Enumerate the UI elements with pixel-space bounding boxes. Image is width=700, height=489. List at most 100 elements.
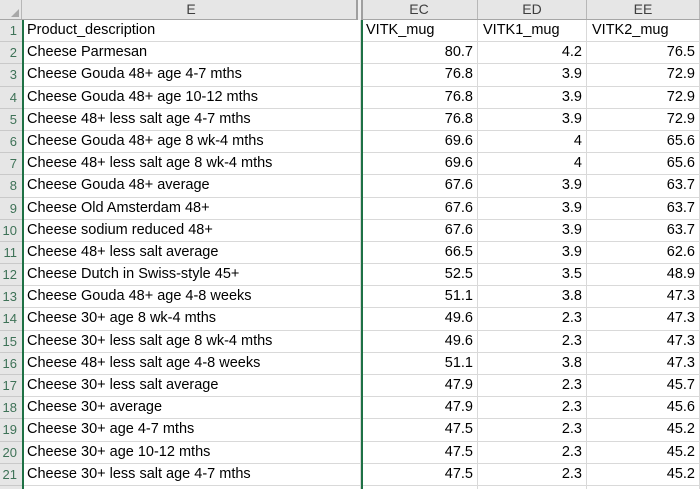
- cell-EE4[interactable]: 72.9: [587, 86, 700, 109]
- cell-E16[interactable]: Cheese 48+ less salt age 4-8 weeks: [22, 352, 361, 375]
- cell-ED14[interactable]: 2.3: [478, 308, 587, 331]
- cell-E8[interactable]: Cheese Gouda 48+ average: [22, 175, 361, 198]
- row-header-1[interactable]: 1: [0, 20, 22, 43]
- cell-ED4[interactable]: 3.9: [478, 86, 587, 109]
- cell-EC6[interactable]: 69.6: [361, 130, 478, 154]
- cell-E21[interactable]: Cheese 30+ less salt age 4-7 mths: [22, 463, 361, 486]
- cell-EE7[interactable]: 65.6: [587, 153, 700, 176]
- cell-ECpartial[interactable]: [361, 485, 478, 489]
- row-header-18[interactable]: 18: [0, 397, 22, 420]
- row-header-4[interactable]: 4: [0, 86, 22, 109]
- select-all-corner[interactable]: [0, 0, 22, 19]
- cell-EE9[interactable]: 63.7: [587, 197, 700, 220]
- row-header-17[interactable]: 17: [0, 375, 22, 398]
- row-header-11[interactable]: 11: [0, 241, 22, 265]
- cell-EC19[interactable]: 47.5: [361, 419, 478, 442]
- cell-EC20[interactable]: 47.5: [361, 441, 478, 464]
- cell-EC17[interactable]: 47.9: [361, 375, 478, 398]
- cell-E1[interactable]: Product_description: [22, 20, 361, 43]
- cell-EE6[interactable]: 65.6: [587, 130, 700, 154]
- cell-E11[interactable]: Cheese 48+ less salt average: [22, 241, 361, 265]
- cell-E3[interactable]: Cheese Gouda 48+ age 4-7 mths: [22, 64, 361, 87]
- row-header-16[interactable]: 16: [0, 352, 22, 375]
- cell-E17[interactable]: Cheese 30+ less salt average: [22, 375, 361, 398]
- cell-E5[interactable]: Cheese 48+ less salt age 4-7 mths: [22, 108, 361, 131]
- cell-E15[interactable]: Cheese 30+ less salt age 8 wk-4 mths: [22, 330, 361, 353]
- cell-EC18[interactable]: 47.9: [361, 397, 478, 420]
- cell-ED17[interactable]: 2.3: [478, 375, 587, 398]
- row-header-21[interactable]: 21: [0, 463, 22, 486]
- cell-E4[interactable]: Cheese Gouda 48+ age 10-12 mths: [22, 86, 361, 109]
- cell-EE16[interactable]: 47.3: [587, 352, 700, 375]
- cell-EC13[interactable]: 51.1: [361, 286, 478, 309]
- cell-EE15[interactable]: 47.3: [587, 330, 700, 353]
- cell-EE2[interactable]: 76.5: [587, 42, 700, 65]
- cell-ED21[interactable]: 2.3: [478, 463, 587, 486]
- cell-EC4[interactable]: 76.8: [361, 86, 478, 109]
- cell-E20[interactable]: Cheese 30+ age 10-12 mths: [22, 441, 361, 464]
- row-header-12[interactable]: 12: [0, 264, 22, 287]
- cell-EC15[interactable]: 49.6: [361, 330, 478, 353]
- cell-EDpartial[interactable]: [478, 485, 587, 489]
- cell-EE12[interactable]: 48.9: [587, 264, 700, 287]
- row-header-3[interactable]: 3: [0, 64, 22, 87]
- cell-E14[interactable]: Cheese 30+ age 8 wk-4 mths: [22, 308, 361, 331]
- cell-EE18[interactable]: 45.6: [587, 397, 700, 420]
- cell-EE3[interactable]: 72.9: [587, 64, 700, 87]
- cell-EE19[interactable]: 45.2: [587, 419, 700, 442]
- cell-ED10[interactable]: 3.9: [478, 219, 587, 242]
- row-header-20[interactable]: 20: [0, 441, 22, 464]
- cell-E18[interactable]: Cheese 30+ average: [22, 397, 361, 420]
- cell-EE17[interactable]: 45.7: [587, 375, 700, 398]
- row-header-14[interactable]: 14: [0, 308, 22, 331]
- cell-ED1[interactable]: VITK1_mug: [478, 20, 587, 43]
- row-header-2[interactable]: 2: [0, 42, 22, 65]
- cell-ED11[interactable]: 3.9: [478, 241, 587, 265]
- cell-Epartial[interactable]: [22, 485, 361, 489]
- cell-ED16[interactable]: 3.8: [478, 352, 587, 375]
- cell-EE11[interactable]: 62.6: [587, 241, 700, 265]
- cell-EE13[interactable]: 47.3: [587, 286, 700, 309]
- cell-EC7[interactable]: 69.6: [361, 153, 478, 176]
- cell-E9[interactable]: Cheese Old Amsterdam 48+: [22, 197, 361, 220]
- row-header-19[interactable]: 19: [0, 419, 22, 442]
- cell-E10[interactable]: Cheese sodium reduced 48+: [22, 219, 361, 242]
- cell-ED9[interactable]: 3.9: [478, 197, 587, 220]
- cell-EC3[interactable]: 76.8: [361, 64, 478, 87]
- cell-ED18[interactable]: 2.3: [478, 397, 587, 420]
- cell-EE14[interactable]: 47.3: [587, 308, 700, 331]
- cell-E7[interactable]: Cheese 48+ less salt age 8 wk-4 mths: [22, 153, 361, 176]
- row-header-9[interactable]: 9: [0, 197, 22, 220]
- cell-EC2[interactable]: 80.7: [361, 42, 478, 65]
- cell-E6[interactable]: Cheese Gouda 48+ age 8 wk-4 mths: [22, 130, 361, 154]
- cell-EC11[interactable]: 66.5: [361, 241, 478, 265]
- row-header-5[interactable]: 5: [0, 108, 22, 131]
- column-header-EC[interactable]: EC: [361, 0, 478, 19]
- cell-EC8[interactable]: 67.6: [361, 175, 478, 198]
- cell-ED7[interactable]: 4: [478, 153, 587, 176]
- cell-EE1[interactable]: VITK2_mug: [587, 20, 700, 43]
- cell-E19[interactable]: Cheese 30+ age 4-7 mths: [22, 419, 361, 442]
- cell-ED12[interactable]: 3.5: [478, 264, 587, 287]
- cell-ED3[interactable]: 3.9: [478, 64, 587, 87]
- cell-EE8[interactable]: 63.7: [587, 175, 700, 198]
- cell-ED13[interactable]: 3.8: [478, 286, 587, 309]
- cell-E12[interactable]: Cheese Dutch in Swiss-style 45+: [22, 264, 361, 287]
- cell-EC10[interactable]: 67.6: [361, 219, 478, 242]
- column-header-EE[interactable]: EE: [587, 0, 700, 19]
- row-header-6[interactable]: 6: [0, 130, 22, 154]
- row-header-13[interactable]: 13: [0, 286, 22, 309]
- cell-ED6[interactable]: 4: [478, 130, 587, 154]
- cell-ED20[interactable]: 2.3: [478, 441, 587, 464]
- row-header-partial[interactable]: [0, 485, 22, 489]
- cell-ED19[interactable]: 2.3: [478, 419, 587, 442]
- cell-EC12[interactable]: 52.5: [361, 264, 478, 287]
- cell-EE20[interactable]: 45.2: [587, 441, 700, 464]
- cell-E2[interactable]: Cheese Parmesan: [22, 42, 361, 65]
- cell-E13[interactable]: Cheese Gouda 48+ age 4-8 weeks: [22, 286, 361, 309]
- cell-EE21[interactable]: 45.2: [587, 463, 700, 486]
- cell-EE10[interactable]: 63.7: [587, 219, 700, 242]
- cell-EC1[interactable]: VITK_mug: [361, 20, 478, 43]
- row-header-8[interactable]: 8: [0, 175, 22, 198]
- row-header-10[interactable]: 10: [0, 219, 22, 242]
